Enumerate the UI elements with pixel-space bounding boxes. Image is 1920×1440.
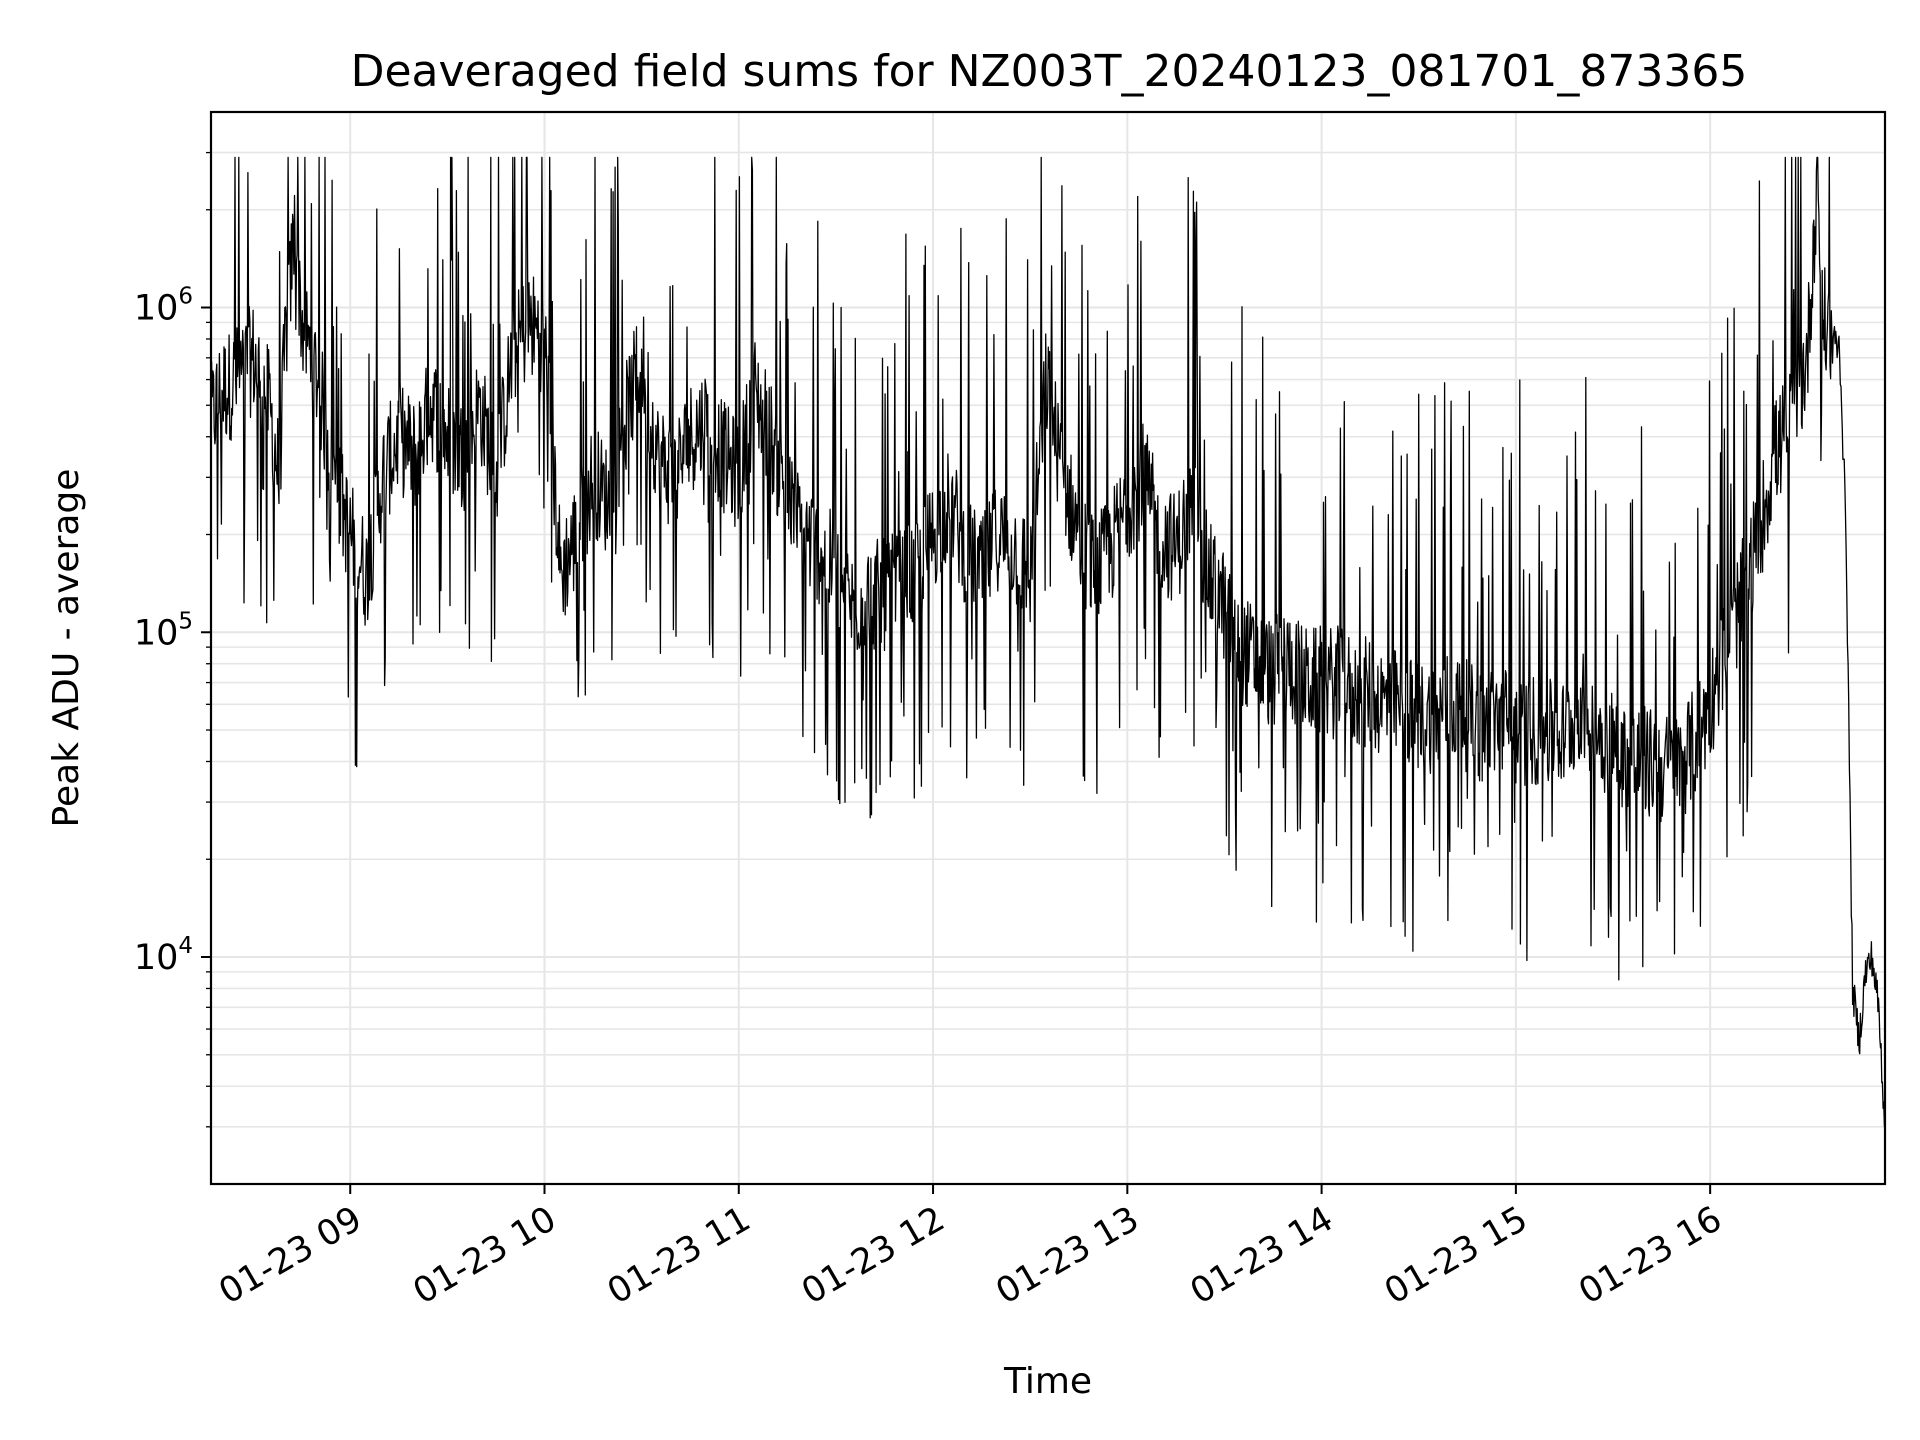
chart-title: Deaveraged field sums for NZ003T_2024012…: [351, 46, 1748, 97]
y-tick-label: 104: [134, 933, 193, 978]
x-axis-label: Time: [1003, 1361, 1092, 1402]
y-axis: 104 105 106: [134, 284, 211, 978]
y-tick-label: 105: [134, 608, 193, 653]
grid: [206, 112, 1885, 1184]
series-line: [210, 156, 1886, 1128]
y-tick-label: 106: [134, 284, 193, 329]
series-group: [210, 156, 1886, 1128]
y-axis-label: Peak ADU - average: [46, 469, 87, 828]
plot-frame: [209, 110, 1887, 1186]
